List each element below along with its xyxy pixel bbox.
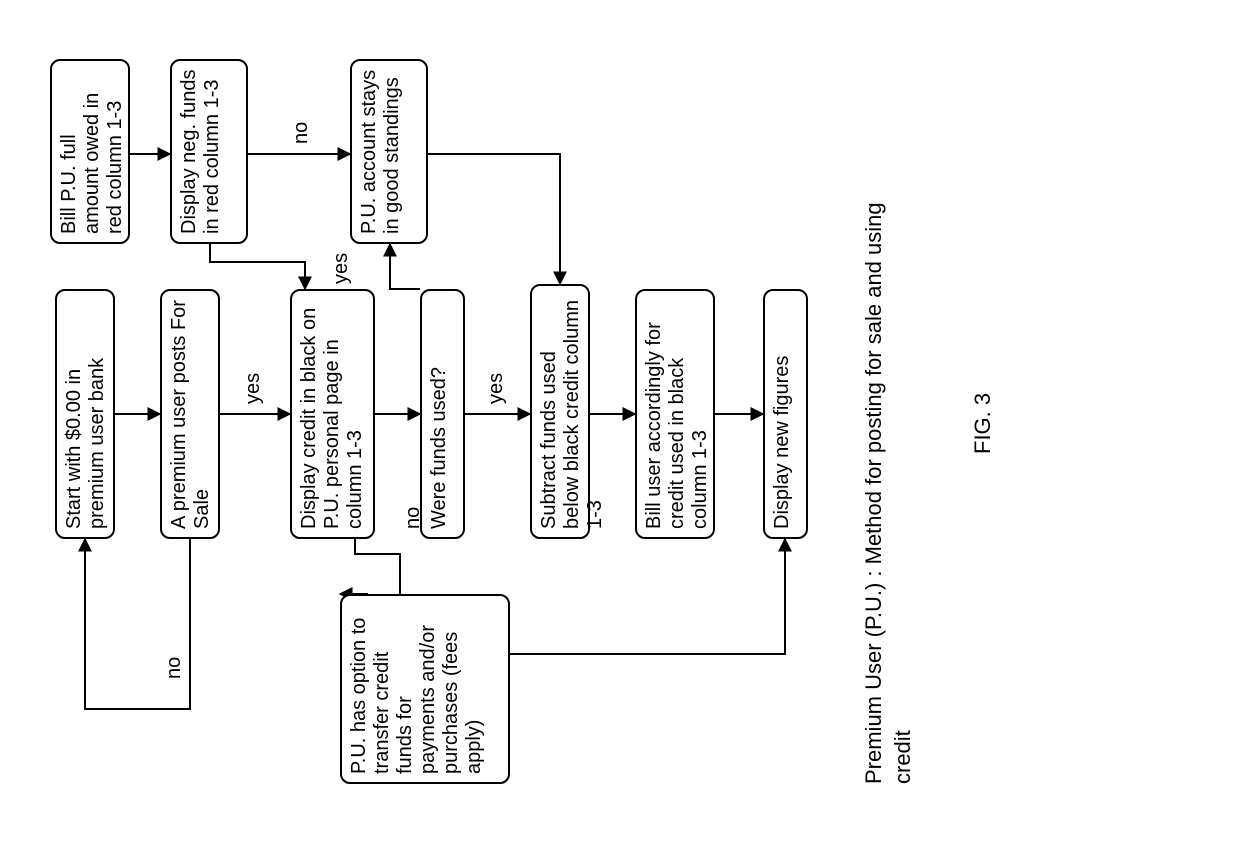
node-label: A premium user posts For Sale xyxy=(168,299,214,529)
node-display-new: Display new figures xyxy=(763,289,808,539)
node-label: Were funds used? xyxy=(428,367,451,529)
edge-label-yes: yes xyxy=(242,373,265,404)
node-good-standings: P.U. account stays in good standings xyxy=(350,59,428,244)
edge-label-no: no xyxy=(402,507,425,529)
node-label: Bill user accordingly for credit used in… xyxy=(643,299,712,529)
node-bill-user: Bill user accordingly for credit used in… xyxy=(635,289,715,539)
node-display-neg: Display neg. funds in red column 1-3 xyxy=(170,59,248,244)
node-label: Start with $0.00 in premium user bank xyxy=(63,299,109,529)
node-posts: A premium user posts For Sale xyxy=(160,289,220,539)
flowchart-canvas: Start with $0.00 in premium user bank A … xyxy=(0,0,1240,854)
node-subtract: Subtract funds used below black credit c… xyxy=(530,284,590,539)
node-label: Subtract funds used below black credit c… xyxy=(538,294,607,529)
figure-number-label: FIG. 3 xyxy=(970,393,996,454)
node-label: P.U. has option to transfer credit funds… xyxy=(348,604,486,774)
node-label: Display neg. funds in red column 1-3 xyxy=(178,69,224,234)
node-start: Start with $0.00 in premium user bank xyxy=(55,289,115,539)
node-bill-full: Bill P.U. full amount owed in red column… xyxy=(50,59,130,244)
node-funds-used: Were funds used? xyxy=(420,289,465,539)
node-label: Bill P.U. full amount owed in red column… xyxy=(58,69,127,234)
figure-caption: Premium User (P.U.) : Method for posting… xyxy=(860,164,917,784)
edge-label-yes: yes xyxy=(330,253,353,284)
node-label: Display new figures xyxy=(771,356,794,529)
node-display-credit: Display credit in black on P.U. personal… xyxy=(290,289,375,539)
node-label: Display credit in black on P.U. personal… xyxy=(298,299,367,529)
edge-label-no: no xyxy=(163,657,186,679)
node-label: P.U. account stays in good standings xyxy=(358,69,404,234)
node-transfer-option: P.U. has option to transfer credit funds… xyxy=(340,594,510,784)
edge-label-no: no xyxy=(290,122,313,144)
edge-label-yes: yes xyxy=(485,373,508,404)
